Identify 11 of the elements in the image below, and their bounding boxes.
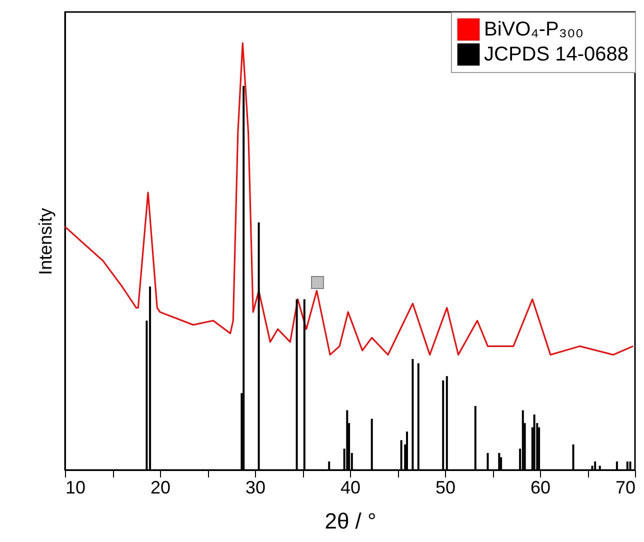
x-tick-label: 30	[245, 478, 266, 498]
x-tick-label: 40	[340, 478, 361, 498]
legend-label: BiVO₄-P₃₀₀	[484, 18, 584, 40]
x-tick-label: 10	[66, 478, 86, 498]
x-axis-title: 2θ / °	[324, 508, 376, 534]
x-tick-label: 20	[150, 478, 171, 498]
x-tick-label: 50	[435, 478, 456, 498]
x-tick-label: 70	[615, 478, 636, 498]
x-tick-label: 60	[530, 478, 551, 498]
legend-label: JCPDS 14-0688	[484, 44, 629, 66]
y-axis-title: Intensity	[36, 208, 56, 276]
